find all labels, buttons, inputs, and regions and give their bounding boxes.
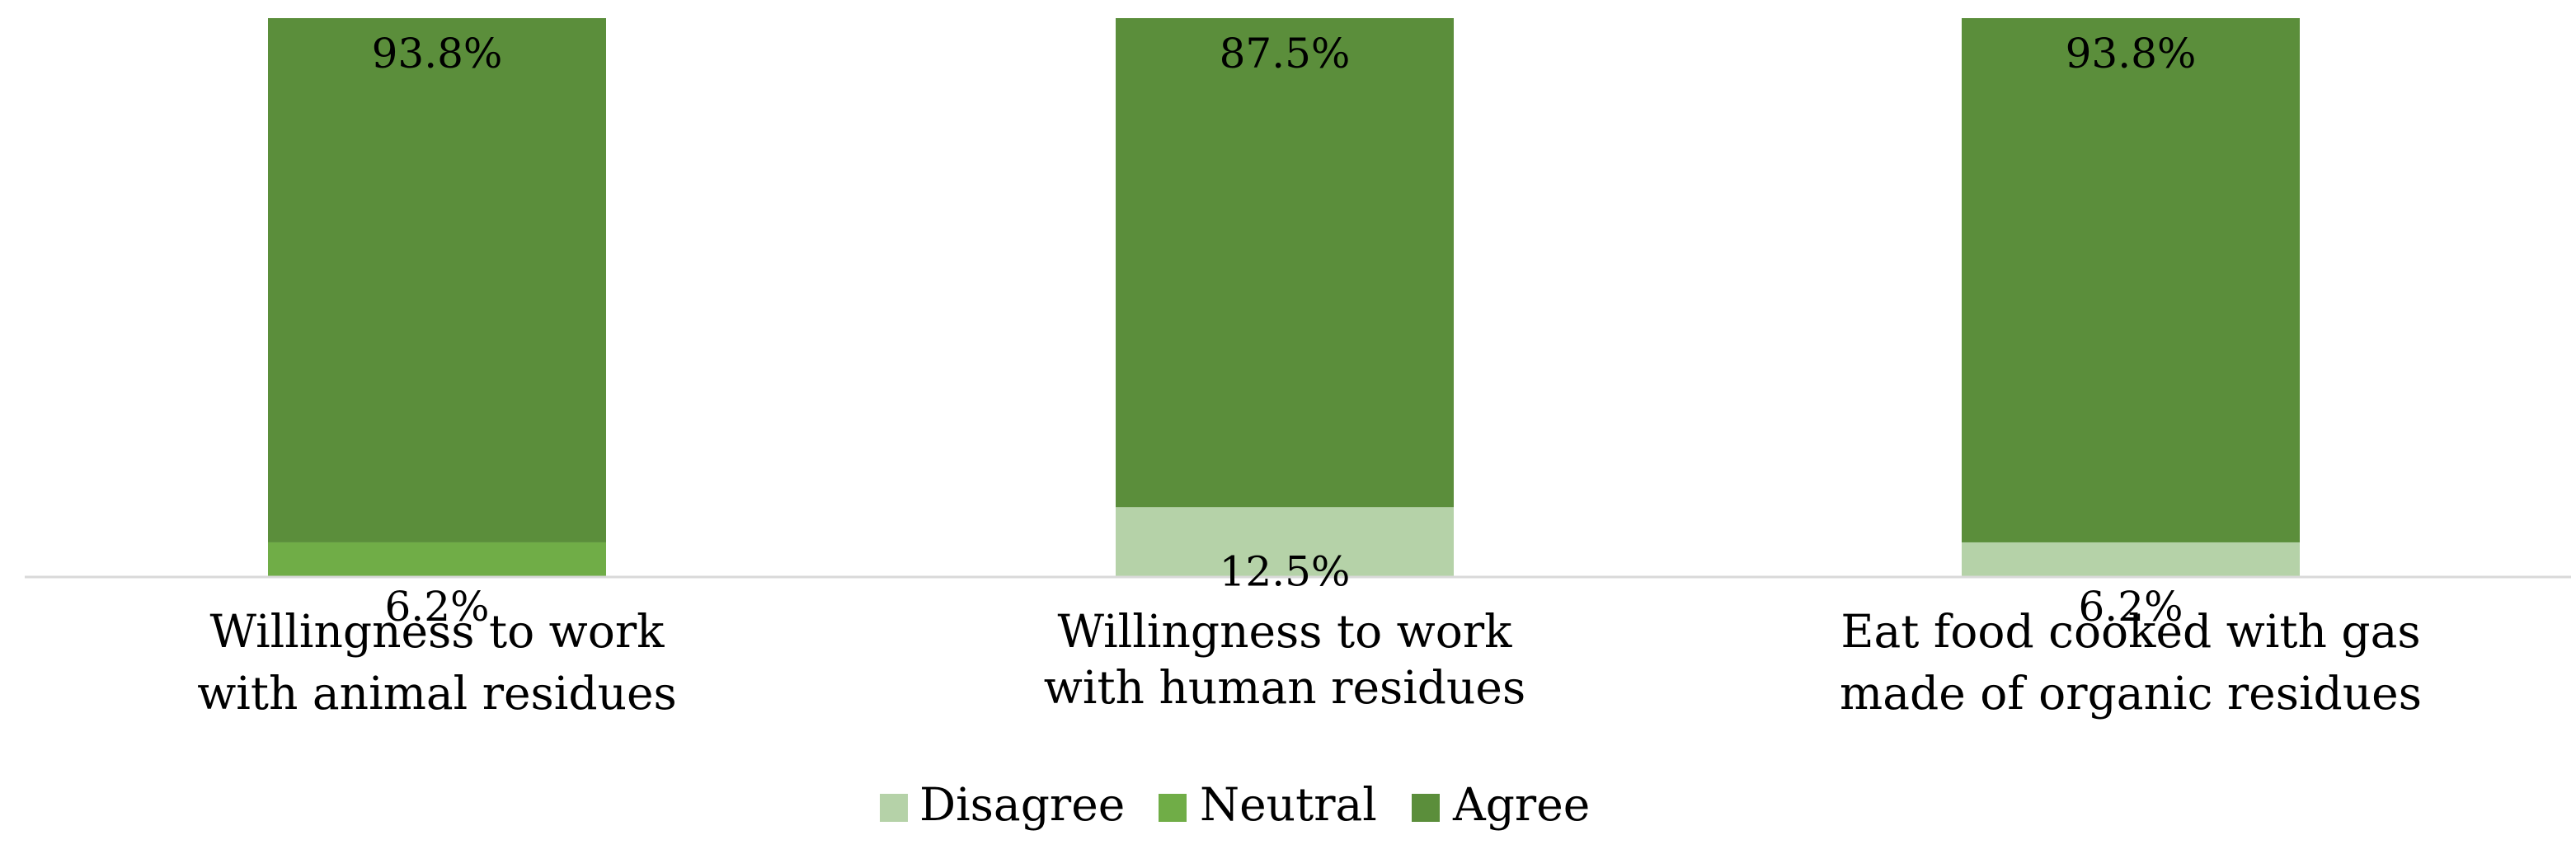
data-label-agree-3: 93.8% [2066,30,2197,77]
bar-neutral-1 [268,542,606,577]
category-label-3-line-1: Eat food cooked with gas [1840,605,2420,658]
legend-label-agree: Agree [1452,778,1590,831]
legend-swatch-disagree [880,794,908,822]
data-label-disagree-3: 6.2% [2078,583,2183,631]
data-label-agree-1: 93.8% [372,30,503,77]
data-label-agree-2: 87.5% [1220,30,1351,77]
bar-agree-1 [268,18,606,542]
bar-agree-3 [1962,18,2300,542]
legend-label-disagree: Disagree [919,778,1125,831]
legend-swatch-neutral [1159,794,1187,822]
bar-disagree-2 [1116,507,1454,577]
category-label-1-line-1: Willingness to work [210,605,665,658]
data-label-neutral-1: 6.2% [384,583,489,631]
category-label-1-line-2: with animal residues [197,667,677,720]
legend-swatch-agree [1412,794,1440,822]
bar-disagree-3 [1962,542,2300,577]
category-label-2-line-2: with human residues [1044,661,1525,714]
category-label-2-line-1: Willingness to work [1058,605,1513,658]
bar-agree-2 [1116,18,1454,508]
legend-label-neutral: Neutral [1200,778,1377,831]
category-label-3-line-2: made of organic residues [1840,667,2422,720]
data-label-disagree-2: 12.5% [1220,547,1351,595]
